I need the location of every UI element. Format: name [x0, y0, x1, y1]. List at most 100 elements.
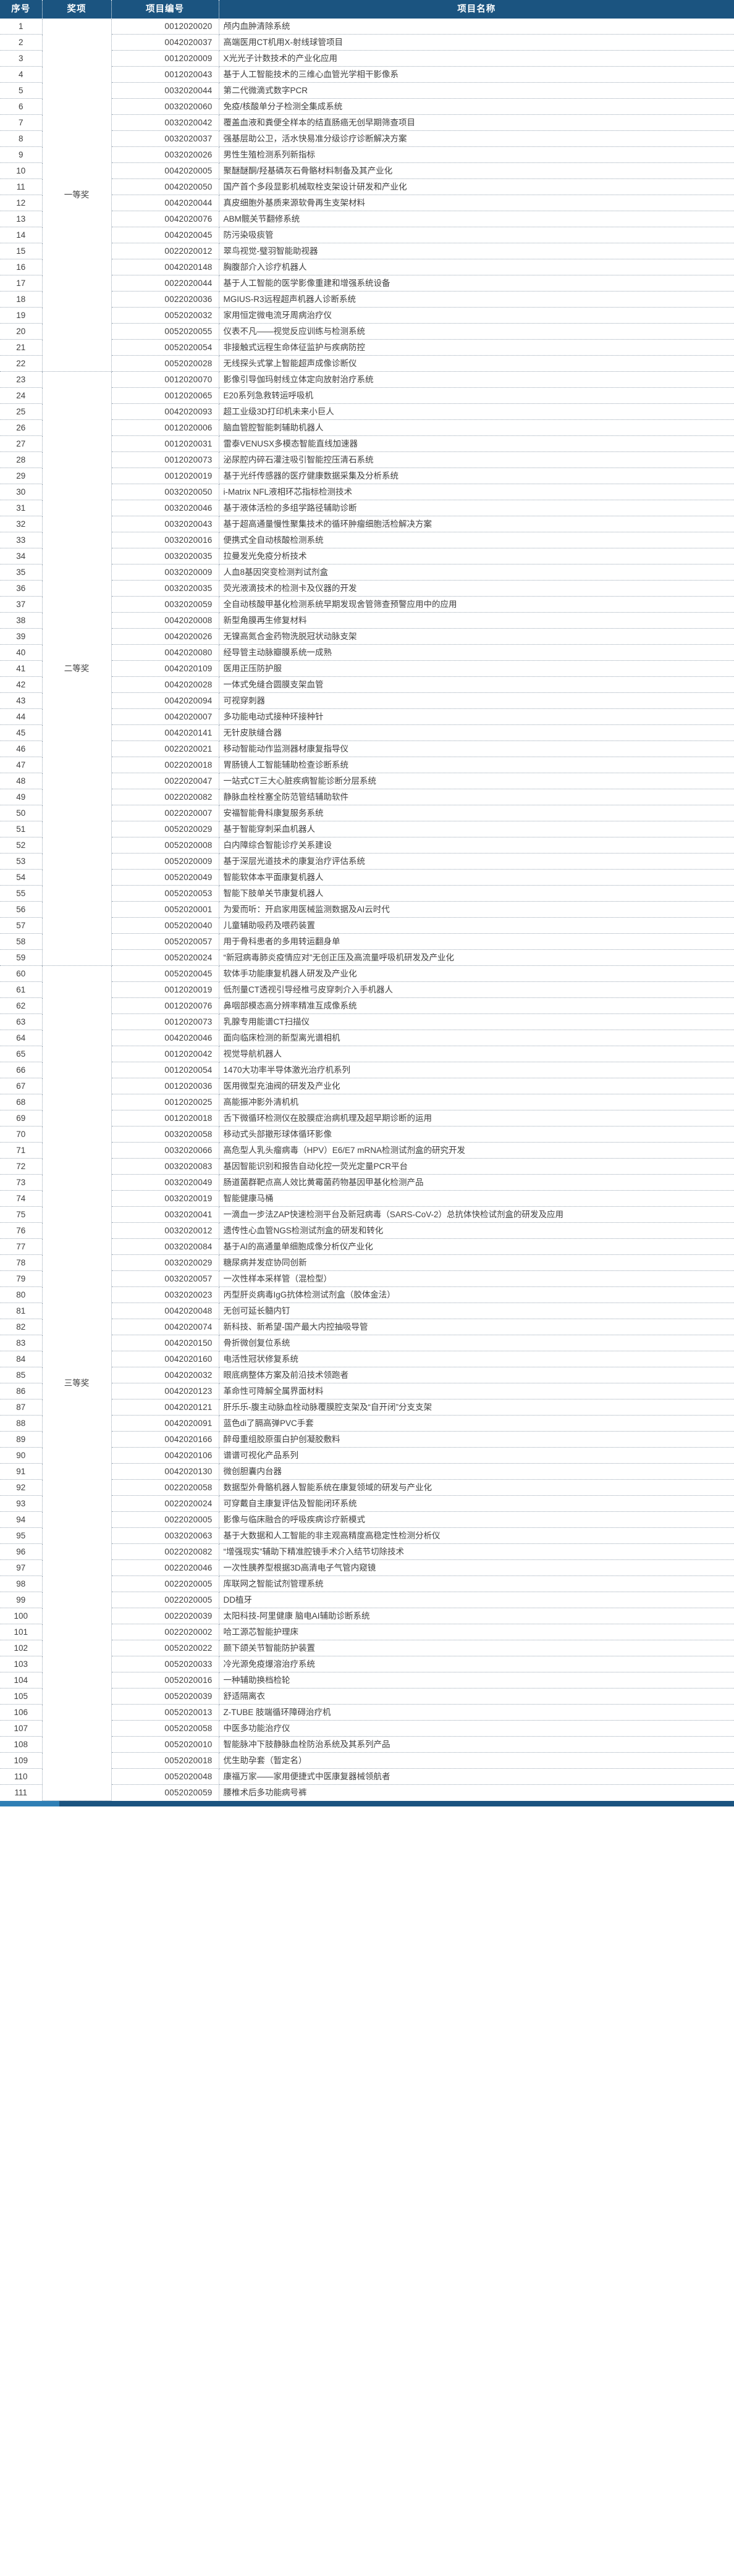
cell-project-code: 0032020037	[111, 130, 219, 147]
table-row: 45 0042020141 无针皮肤缝合器	[0, 724, 734, 741]
cell-project-code: 0042020094	[111, 692, 219, 709]
cell-project-code: 0052020058	[111, 1720, 219, 1737]
cell-seq: 85	[0, 1367, 43, 1383]
table-row: 42 0042020028 一体式免缝合圆膜支架血管	[0, 676, 734, 693]
cell-seq: 69	[0, 1110, 43, 1126]
cell-seq: 80	[0, 1286, 43, 1303]
cell-seq: 55	[0, 885, 43, 902]
cell-project-code: 0022020044	[111, 275, 219, 292]
cell-seq: 57	[0, 917, 43, 934]
cell-project-code: 0052020048	[111, 1768, 219, 1785]
table-row: 62 0012020076 鼻咽部模态高分辨率精准互成像系统	[0, 997, 734, 1014]
table-row: 75 0032020041 一滴血一步法ZAP快速检测平台及新冠病毒（SARS-Co…	[0, 1206, 734, 1223]
table-row: 81 0042020048 无创可延长髓内钉	[0, 1303, 734, 1319]
cell-seq: 108	[0, 1736, 43, 1753]
table-row: 28 0012020073 泌尿腔内碎石灌注吸引智能控压清石系统	[0, 451, 734, 468]
cell-seq: 76	[0, 1222, 43, 1239]
cell-project-code: 0052020024	[111, 949, 219, 966]
cell-project-name: 肝乐乐-腹主动脉血栓动脉覆膜腔支架及“自开闭”分支支架	[219, 1399, 734, 1416]
cell-seq: 82	[0, 1319, 43, 1335]
cell-seq: 33	[0, 532, 43, 548]
footer-bar-main	[0, 1800, 734, 1806]
cell-project-code: 0042020044	[111, 195, 219, 211]
cell-seq: 51	[0, 821, 43, 837]
table-row: 21 0052020054 非接触式远程生命体征监护与疾病防控	[0, 339, 734, 356]
cell-project-name: 康福万家——家用便捷式中医康复器械领航者	[219, 1768, 734, 1785]
cell-project-code: 0032020066	[111, 1142, 219, 1159]
cell-project-name: 家用恒定微电流牙周病治疗仪	[219, 307, 734, 324]
cell-project-name: 基因智能识别和报告自动化控一荧光定量PCR平台	[219, 1158, 734, 1175]
cell-project-name: 一体式免缝合圆膜支架血管	[219, 676, 734, 693]
cell-project-code: 0022020039	[111, 1608, 219, 1624]
cell-seq: 45	[0, 724, 43, 741]
cell-project-name: 腰椎术后多功能病号裤	[219, 1784, 734, 1800]
table-row: 93 0022020024 可穿戴自主康复评估及智能闭环系统	[0, 1495, 734, 1512]
table-row: 20 0052020055 仪表不凡——视觉反应训练与检测系统	[0, 323, 734, 340]
cell-seq: 86	[0, 1383, 43, 1399]
cell-project-code: 0042020048	[111, 1303, 219, 1319]
cell-project-code: 0052020033	[111, 1656, 219, 1672]
cell-seq: 56	[0, 901, 43, 918]
table-row: 82 0042020074 新科技、新希望-国产最大内控抽吸导管	[0, 1319, 734, 1335]
cell-project-code: 0012020009	[111, 50, 219, 67]
table-row: 74 0032020019 智能健康马桶	[0, 1190, 734, 1207]
cell-project-name: Z-TUBE 肢端循环障碍治疗机	[219, 1704, 734, 1721]
cell-project-code: 0032020041	[111, 1206, 219, 1223]
table-row: 44 0042020007 多功能电动式接种环接种针	[0, 708, 734, 725]
cell-project-code: 0042020160	[111, 1351, 219, 1367]
cell-project-code: 0052020054	[111, 339, 219, 356]
cell-project-code: 0022020082	[111, 1543, 219, 1560]
cell-project-name: 一站式CT三大心脏疾病智能诊断分层系统	[219, 773, 734, 789]
cell-project-code: 0042020109	[111, 660, 219, 677]
cell-seq: 30	[0, 484, 43, 500]
cell-project-code: 0022020047	[111, 773, 219, 789]
cell-seq: 65	[0, 1046, 43, 1062]
cell-project-name: 脑血管腔智能刺辅助机器人	[219, 419, 734, 436]
table-row: 3 0012020009 X光光子计数技术的产业化应用	[0, 50, 734, 67]
cell-seq: 100	[0, 1608, 43, 1624]
cell-project-code: 0032020012	[111, 1222, 219, 1239]
table-row: 7 0032020042 覆盖血液和粪便全样本的结直肠癌无创早期筛查项目	[0, 114, 734, 131]
cell-project-name: 颅内血肿清除系统	[219, 19, 734, 35]
cell-seq: 79	[0, 1270, 43, 1287]
cell-seq: 22	[0, 355, 43, 372]
cell-seq: 90	[0, 1447, 43, 1464]
cell-project-name: 覆盖血液和粪便全样本的结直肠癌无创早期筛查项目	[219, 114, 734, 131]
cell-seq: 4	[0, 66, 43, 83]
cell-project-code: 0042020005	[111, 162, 219, 179]
cell-project-name: 哈工源芯智能护理床	[219, 1624, 734, 1640]
cell-project-code: 0012020019	[111, 468, 219, 484]
cell-seq: 84	[0, 1351, 43, 1367]
table-row: 29 0012020019 基于光纤传感器的医疗健康数据采集及分析系统	[0, 468, 734, 484]
cell-project-name: 静脉血栓栓塞全防范管结辅助软件	[219, 789, 734, 805]
table-row: 83 0042020150 骨折微创复位系统	[0, 1335, 734, 1351]
cell-project-name: 全自动核酸甲基化检测系统早期发现舍管筛查预警应用中的应用	[219, 596, 734, 613]
table-row: 10 0042020005 聚醚醚酮/羟基磷灰石骨骼材料制备及其产业化	[0, 162, 734, 179]
cell-seq: 28	[0, 451, 43, 468]
cell-project-name: 1470大功率半导体激光治疗机系列	[219, 1062, 734, 1078]
cell-seq: 95	[0, 1527, 43, 1544]
cell-seq: 71	[0, 1142, 43, 1159]
cell-project-name: 冷光源免疫爆溶治疗系统	[219, 1656, 734, 1672]
table-row: 103 0052020033 冷光源免疫爆溶治疗系统	[0, 1656, 734, 1672]
cell-seq: 74	[0, 1190, 43, 1207]
cell-seq: 23	[0, 371, 43, 388]
cell-seq: 12	[0, 195, 43, 211]
cell-project-name: 谱谱可视化产品系列	[219, 1447, 734, 1464]
table-row: 23 二等奖 0012020070 影像引导伽玛射线立体定向放射治疗系统	[0, 371, 734, 966]
table-row: 60 三等奖 0052020045 软体手功能康复机器人研发及产业化	[0, 965, 734, 1801]
cell-project-code: 0042020141	[111, 724, 219, 741]
cell-seq: 24	[0, 387, 43, 404]
cell-seq: 32	[0, 516, 43, 532]
table-row: 19 0052020032 家用恒定微电流牙周病治疗仪	[0, 307, 734, 324]
cell-project-name: 可视穿刺器	[219, 692, 734, 709]
cell-project-name: 电活性冠状修复系统	[219, 1351, 734, 1367]
cell-seq: 93	[0, 1495, 43, 1512]
cell-project-code: 0022020007	[111, 805, 219, 821]
cell-project-name: 高能振冲影外清机机	[219, 1094, 734, 1110]
cell-project-code: 0052020009	[111, 853, 219, 870]
cell-seq: 46	[0, 740, 43, 757]
table-row: 73 0032020049 肠道菌群靶点高人效比黄霉菌药物基因甲基化检测产品	[0, 1174, 734, 1191]
cell-project-code: 0052020029	[111, 821, 219, 837]
table-row: 102 0052020022 颞下颌关节智能防护装置	[0, 1640, 734, 1656]
